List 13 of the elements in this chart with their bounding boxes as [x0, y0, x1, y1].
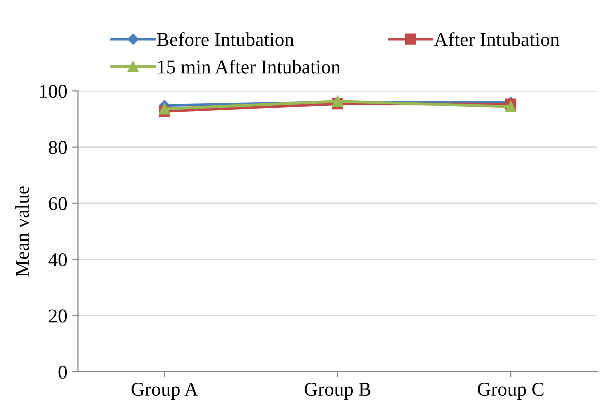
x-tick-label: Group B	[304, 383, 371, 400]
y-tick-label: 0	[58, 366, 68, 379]
y-axis-title: Mean value	[15, 186, 30, 277]
x-tick-label: Group C	[478, 383, 544, 400]
y-tick-label: 80	[49, 141, 68, 154]
legend-label: 15 min After Intubation	[158, 60, 341, 74]
y-tick-label: 100	[40, 84, 68, 98]
x-tick-label: Group A	[132, 383, 198, 400]
legend-label: After Intubation	[434, 32, 560, 46]
y-tick-label: 40	[48, 253, 68, 267]
legend-label: Before Intubation	[157, 32, 294, 46]
y-tick-label: 20	[49, 310, 68, 323]
y-tick-label: 60	[49, 197, 68, 210]
